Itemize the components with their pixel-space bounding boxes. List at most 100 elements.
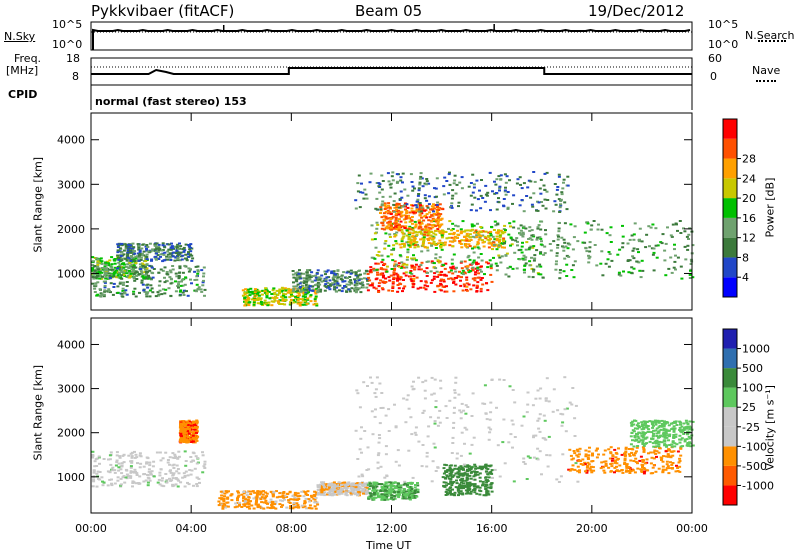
data-cell <box>301 284 305 287</box>
data-cell <box>361 284 365 287</box>
data-cell <box>115 461 119 464</box>
data-cell <box>117 257 121 260</box>
data-cell <box>202 279 205 282</box>
data-cell <box>374 496 378 499</box>
data-cell <box>447 271 451 274</box>
data-cell <box>195 485 199 488</box>
data-cell <box>152 475 156 478</box>
data-cell <box>563 257 567 260</box>
data-cell <box>124 468 128 471</box>
data-cell <box>442 481 446 484</box>
data-cell <box>136 255 139 258</box>
data-cell <box>307 275 311 278</box>
data-cell <box>411 222 414 225</box>
data-cell <box>129 243 133 246</box>
data-cell <box>176 254 180 256</box>
data-cell <box>476 232 480 234</box>
data-cell <box>448 467 452 469</box>
data-cell <box>291 498 295 501</box>
data-cell <box>256 490 260 493</box>
data-cell <box>435 195 438 198</box>
data-cell <box>249 493 253 496</box>
data-cell <box>412 254 415 257</box>
data-cell <box>95 472 99 475</box>
data-cell <box>289 293 293 296</box>
data-cell <box>242 496 246 499</box>
data-cell <box>432 220 436 223</box>
data-cell <box>402 263 406 266</box>
data-cell <box>195 431 198 434</box>
data-cell <box>300 298 304 301</box>
data-cell <box>259 507 263 510</box>
data-cell <box>507 233 511 236</box>
data-cell <box>103 286 107 289</box>
data-cell <box>540 473 543 476</box>
data-cell <box>354 291 358 294</box>
data-cell <box>607 448 611 451</box>
data-cell <box>397 482 400 485</box>
data-cell <box>274 295 278 298</box>
data-cell <box>179 432 183 435</box>
data-cell <box>450 262 454 265</box>
data-cell <box>240 506 244 508</box>
data-cell <box>523 271 526 274</box>
data-cell <box>625 466 629 469</box>
data-cell <box>184 464 188 467</box>
data-cell <box>473 474 477 477</box>
data-cell <box>226 505 230 508</box>
data-cell <box>174 272 178 275</box>
data-cell <box>431 460 435 463</box>
data-cell <box>667 472 671 475</box>
data-cell <box>553 200 557 203</box>
data-cell <box>419 172 423 175</box>
data-cell <box>145 271 148 274</box>
data-cell <box>380 392 384 394</box>
data-cell <box>326 269 330 272</box>
data-cell <box>158 451 162 454</box>
data-cell <box>180 435 183 438</box>
data-cell <box>674 268 677 271</box>
data-cell <box>502 238 506 241</box>
data-cell <box>264 287 268 290</box>
data-cell <box>196 457 200 460</box>
data-cell <box>407 407 411 410</box>
data-cell <box>562 181 565 184</box>
data-cell <box>636 467 640 470</box>
data-cell <box>470 262 474 265</box>
data-cell <box>424 288 428 291</box>
data-cell <box>460 472 464 475</box>
data-cell <box>461 492 464 495</box>
data-cell <box>408 271 412 274</box>
data-cell <box>360 473 364 476</box>
data-cell <box>247 290 251 293</box>
data-cell <box>405 484 409 487</box>
data-cell <box>430 214 434 217</box>
data-cell <box>465 237 469 240</box>
data-cell <box>430 393 434 396</box>
data-cell <box>365 486 369 489</box>
data-cell <box>117 276 121 279</box>
data-cell <box>395 263 398 266</box>
data-cell <box>379 212 382 214</box>
data-cell <box>381 200 385 203</box>
data-cell <box>181 291 185 294</box>
power-scatter-region <box>366 260 494 293</box>
data-cell <box>219 503 223 506</box>
data-cell <box>387 204 390 207</box>
data-cell <box>507 275 511 278</box>
data-cell <box>544 233 548 236</box>
data-cell <box>129 471 133 474</box>
data-cell <box>313 291 317 294</box>
data-cell <box>265 295 269 298</box>
data-cell <box>389 213 393 215</box>
data-cell <box>425 205 429 208</box>
data-cell <box>171 456 175 459</box>
data-cell <box>376 454 380 457</box>
data-cell <box>581 458 585 461</box>
data-cell <box>554 203 558 206</box>
data-cell <box>425 216 428 219</box>
data-cell <box>473 273 477 276</box>
data-cell <box>247 503 251 505</box>
data-cell <box>192 452 196 455</box>
data-cell <box>610 259 614 262</box>
